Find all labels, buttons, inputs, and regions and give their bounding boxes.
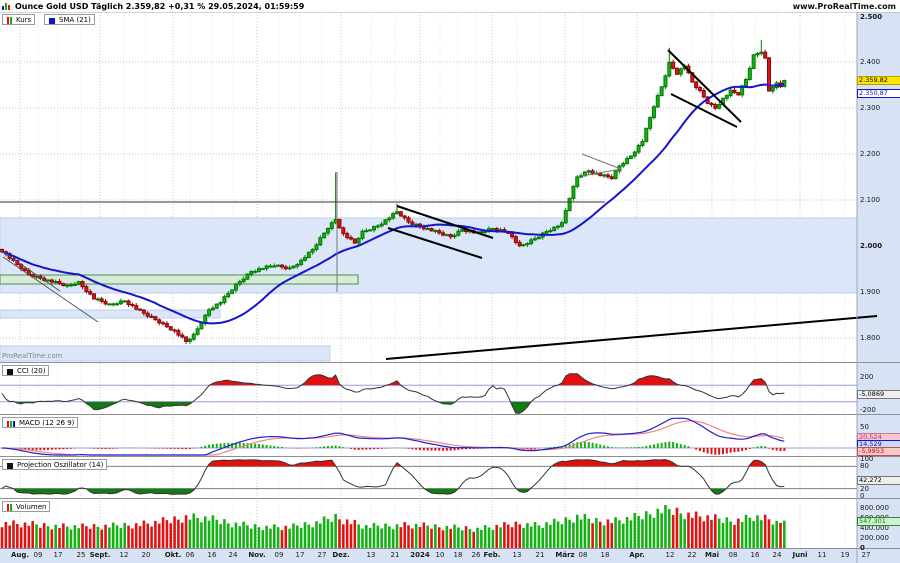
time-axis-label[interactable]: März [555, 551, 575, 559]
price-axis-tick: 2.500 [860, 13, 883, 21]
legend-sma[interactable]: SMA (21) [44, 14, 95, 25]
macd-value-box-histogram: -5,9953 [857, 447, 900, 456]
time-axis-label[interactable]: Dez. [332, 551, 350, 559]
time-axis-label[interactable]: 06 [185, 551, 195, 559]
chart-header: Ounce Gold USD Täglich 2.359,82 +0,31 % … [0, 0, 900, 12]
app-icon [2, 2, 10, 10]
legend-sma-label: SMA (21) [59, 15, 91, 24]
cci-label: CCI (20) [17, 366, 46, 375]
volume-axis-tick: 800.000 [860, 504, 889, 512]
time-axis-label[interactable]: 24 [772, 551, 782, 559]
price-axis-tick: 2.400 [860, 58, 881, 66]
panel-label-macd[interactable]: MACD (12 26 9) [2, 417, 79, 428]
time-axis-label[interactable]: Apr. [629, 551, 645, 559]
time-axis-label[interactable]: 12 [665, 551, 675, 559]
time-axis-label[interactable]: 27 [861, 551, 871, 559]
time-axis-label[interactable]: Juni [792, 551, 808, 559]
time-axis-label[interactable]: Feb. [483, 551, 501, 559]
panel-label-volume[interactable]: Volumen [2, 501, 51, 512]
time-axis-label[interactable]: 08 [578, 551, 588, 559]
volume-axis-tick: 400.000 [860, 524, 889, 532]
projection-oscillator-icon [7, 461, 13, 469]
time-axis-label[interactable]: 17 [295, 551, 305, 559]
time-axis-label[interactable]: 26 [471, 551, 481, 559]
price-axis-tick: 2.100 [860, 196, 881, 204]
volume-label: Volumen [16, 502, 47, 511]
watermark: ProRealTime.com [2, 352, 63, 360]
time-axis-label[interactable]: 08 [728, 551, 738, 559]
time-axis-label[interactable]: Sept. [89, 551, 111, 559]
volume-value-box: 547.301 [857, 516, 900, 526]
time-axis-label[interactable]: 10 [435, 551, 445, 559]
time-axis-label[interactable]: Nov. [248, 551, 266, 559]
time-axis-label[interactable]: Aug. [10, 551, 30, 559]
volume-axis-tick: 0 [860, 544, 865, 552]
proj-label: Projection Oszillator (14) [17, 460, 104, 469]
time-axis-label[interactable]: 18 [600, 551, 610, 559]
kurs-icon [7, 16, 12, 24]
time-axis-label[interactable]: 09 [33, 551, 43, 559]
price-axis-tick: 1.900 [860, 288, 881, 296]
volume-icon [7, 503, 12, 511]
time-axis-label[interactable]: 21 [390, 551, 400, 559]
time-axis-label[interactable]: Mai [704, 551, 720, 559]
time-axis-label[interactable]: 11 [817, 551, 827, 559]
last-price-box: 2.359,82 [857, 76, 900, 86]
time-axis-label[interactable]: 20 [141, 551, 151, 559]
cci-axis-tick: 200 [860, 373, 874, 381]
time-axis-label[interactable]: 17 [53, 551, 63, 559]
time-axis-label[interactable]: 22 [687, 551, 697, 559]
price-axis-tick: 2.300 [860, 104, 881, 112]
time-axis-label[interactable]: 12 [119, 551, 129, 559]
legend-price-label: Kurs [16, 15, 32, 24]
macd-label: MACD (12 26 9) [19, 418, 75, 427]
cci-axis-tick: -200 [860, 406, 876, 414]
panel-label-proj[interactable]: Projection Oszillator (14) [2, 459, 108, 470]
time-axis-label[interactable]: 13 [512, 551, 522, 559]
time-axis-label[interactable]: 09 [274, 551, 284, 559]
time-axis-label[interactable]: 25 [76, 551, 86, 559]
proj-value-box: 42,272 [857, 476, 900, 486]
sma-value-box: 2.350,87 [857, 88, 900, 98]
price-axis-tick: 1.800 [860, 334, 881, 342]
proj-axis-tick: 100 [860, 455, 874, 463]
time-axis-label[interactable]: 13 [366, 551, 376, 559]
legend-price[interactable]: Kurs [2, 14, 36, 25]
sma-icon [49, 16, 55, 24]
time-axis-label[interactable]: 18 [453, 551, 463, 559]
time-axis-label[interactable]: 16 [750, 551, 760, 559]
website-label: www.ProRealTime.com [792, 1, 896, 11]
time-axis-label[interactable]: Okt. [164, 551, 182, 559]
macd-icon [7, 419, 15, 427]
price-axis-tick: 2.200 [860, 150, 881, 158]
proj-axis-tick: 0 [860, 492, 865, 500]
volume-axis-tick: 200.000 [860, 534, 889, 542]
cci-icon [7, 367, 13, 375]
time-axis-label[interactable]: 2024 [410, 551, 430, 559]
time-axis-label[interactable]: 16 [207, 551, 217, 559]
panel-label-cci[interactable]: CCI (20) [2, 365, 50, 376]
time-axis-label[interactable]: 27 [317, 551, 327, 559]
macd-axis-tick: 50 [860, 423, 869, 431]
cci-value-box: -5,0869 [857, 389, 900, 399]
time-axis-label[interactable]: 21 [535, 551, 545, 559]
proj-axis-tick: 20 [860, 484, 869, 493]
proj-axis-tick: 80 [860, 462, 869, 471]
time-axis-label[interactable]: 19 [840, 551, 850, 559]
time-axis-label[interactable]: 24 [228, 551, 238, 559]
chart-title: Ounce Gold USD Täglich 2.359,82 +0,31 % … [15, 1, 305, 11]
price-axis-tick: 2.000 [860, 242, 883, 250]
